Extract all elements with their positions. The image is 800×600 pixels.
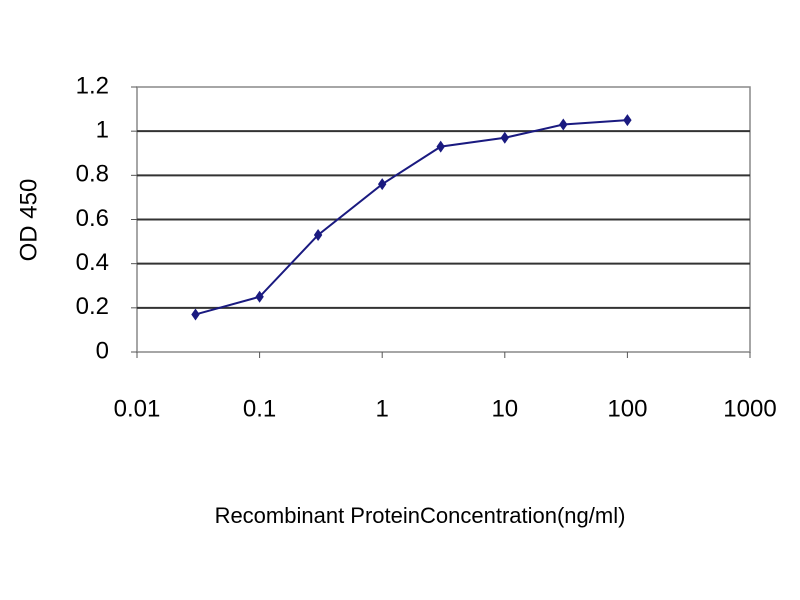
y-tick-label: 0.6	[76, 205, 109, 232]
data-point	[623, 114, 632, 127]
x-tick-label: 10	[491, 395, 518, 422]
data-point	[255, 290, 264, 303]
y-tick-label: 1.2	[76, 72, 109, 99]
y-tick-label: 0.4	[76, 249, 109, 276]
x-tick-label: 1000	[723, 395, 776, 422]
data-point	[500, 131, 509, 144]
data-point	[378, 178, 387, 191]
x-axis-label: Recombinant ProteinConcentration(ng/ml)	[215, 503, 626, 528]
x-tick-label: 0.01	[114, 395, 161, 422]
data-point	[191, 308, 200, 321]
x-tick-label: 1	[376, 395, 389, 422]
y-tick-label: 0.8	[76, 161, 109, 188]
y-tick-label: 1	[96, 117, 109, 144]
x-tick-label: 0.1	[243, 395, 276, 422]
x-tick-label: 100	[607, 395, 647, 422]
data-point	[436, 140, 445, 153]
y-tick-label: 0	[96, 337, 109, 364]
y-tick-label: 0.2	[76, 293, 109, 320]
data-line	[195, 119, 628, 316]
data-point	[559, 118, 568, 131]
data-point	[313, 228, 323, 241]
y-axis-label: OD 450	[15, 179, 42, 262]
